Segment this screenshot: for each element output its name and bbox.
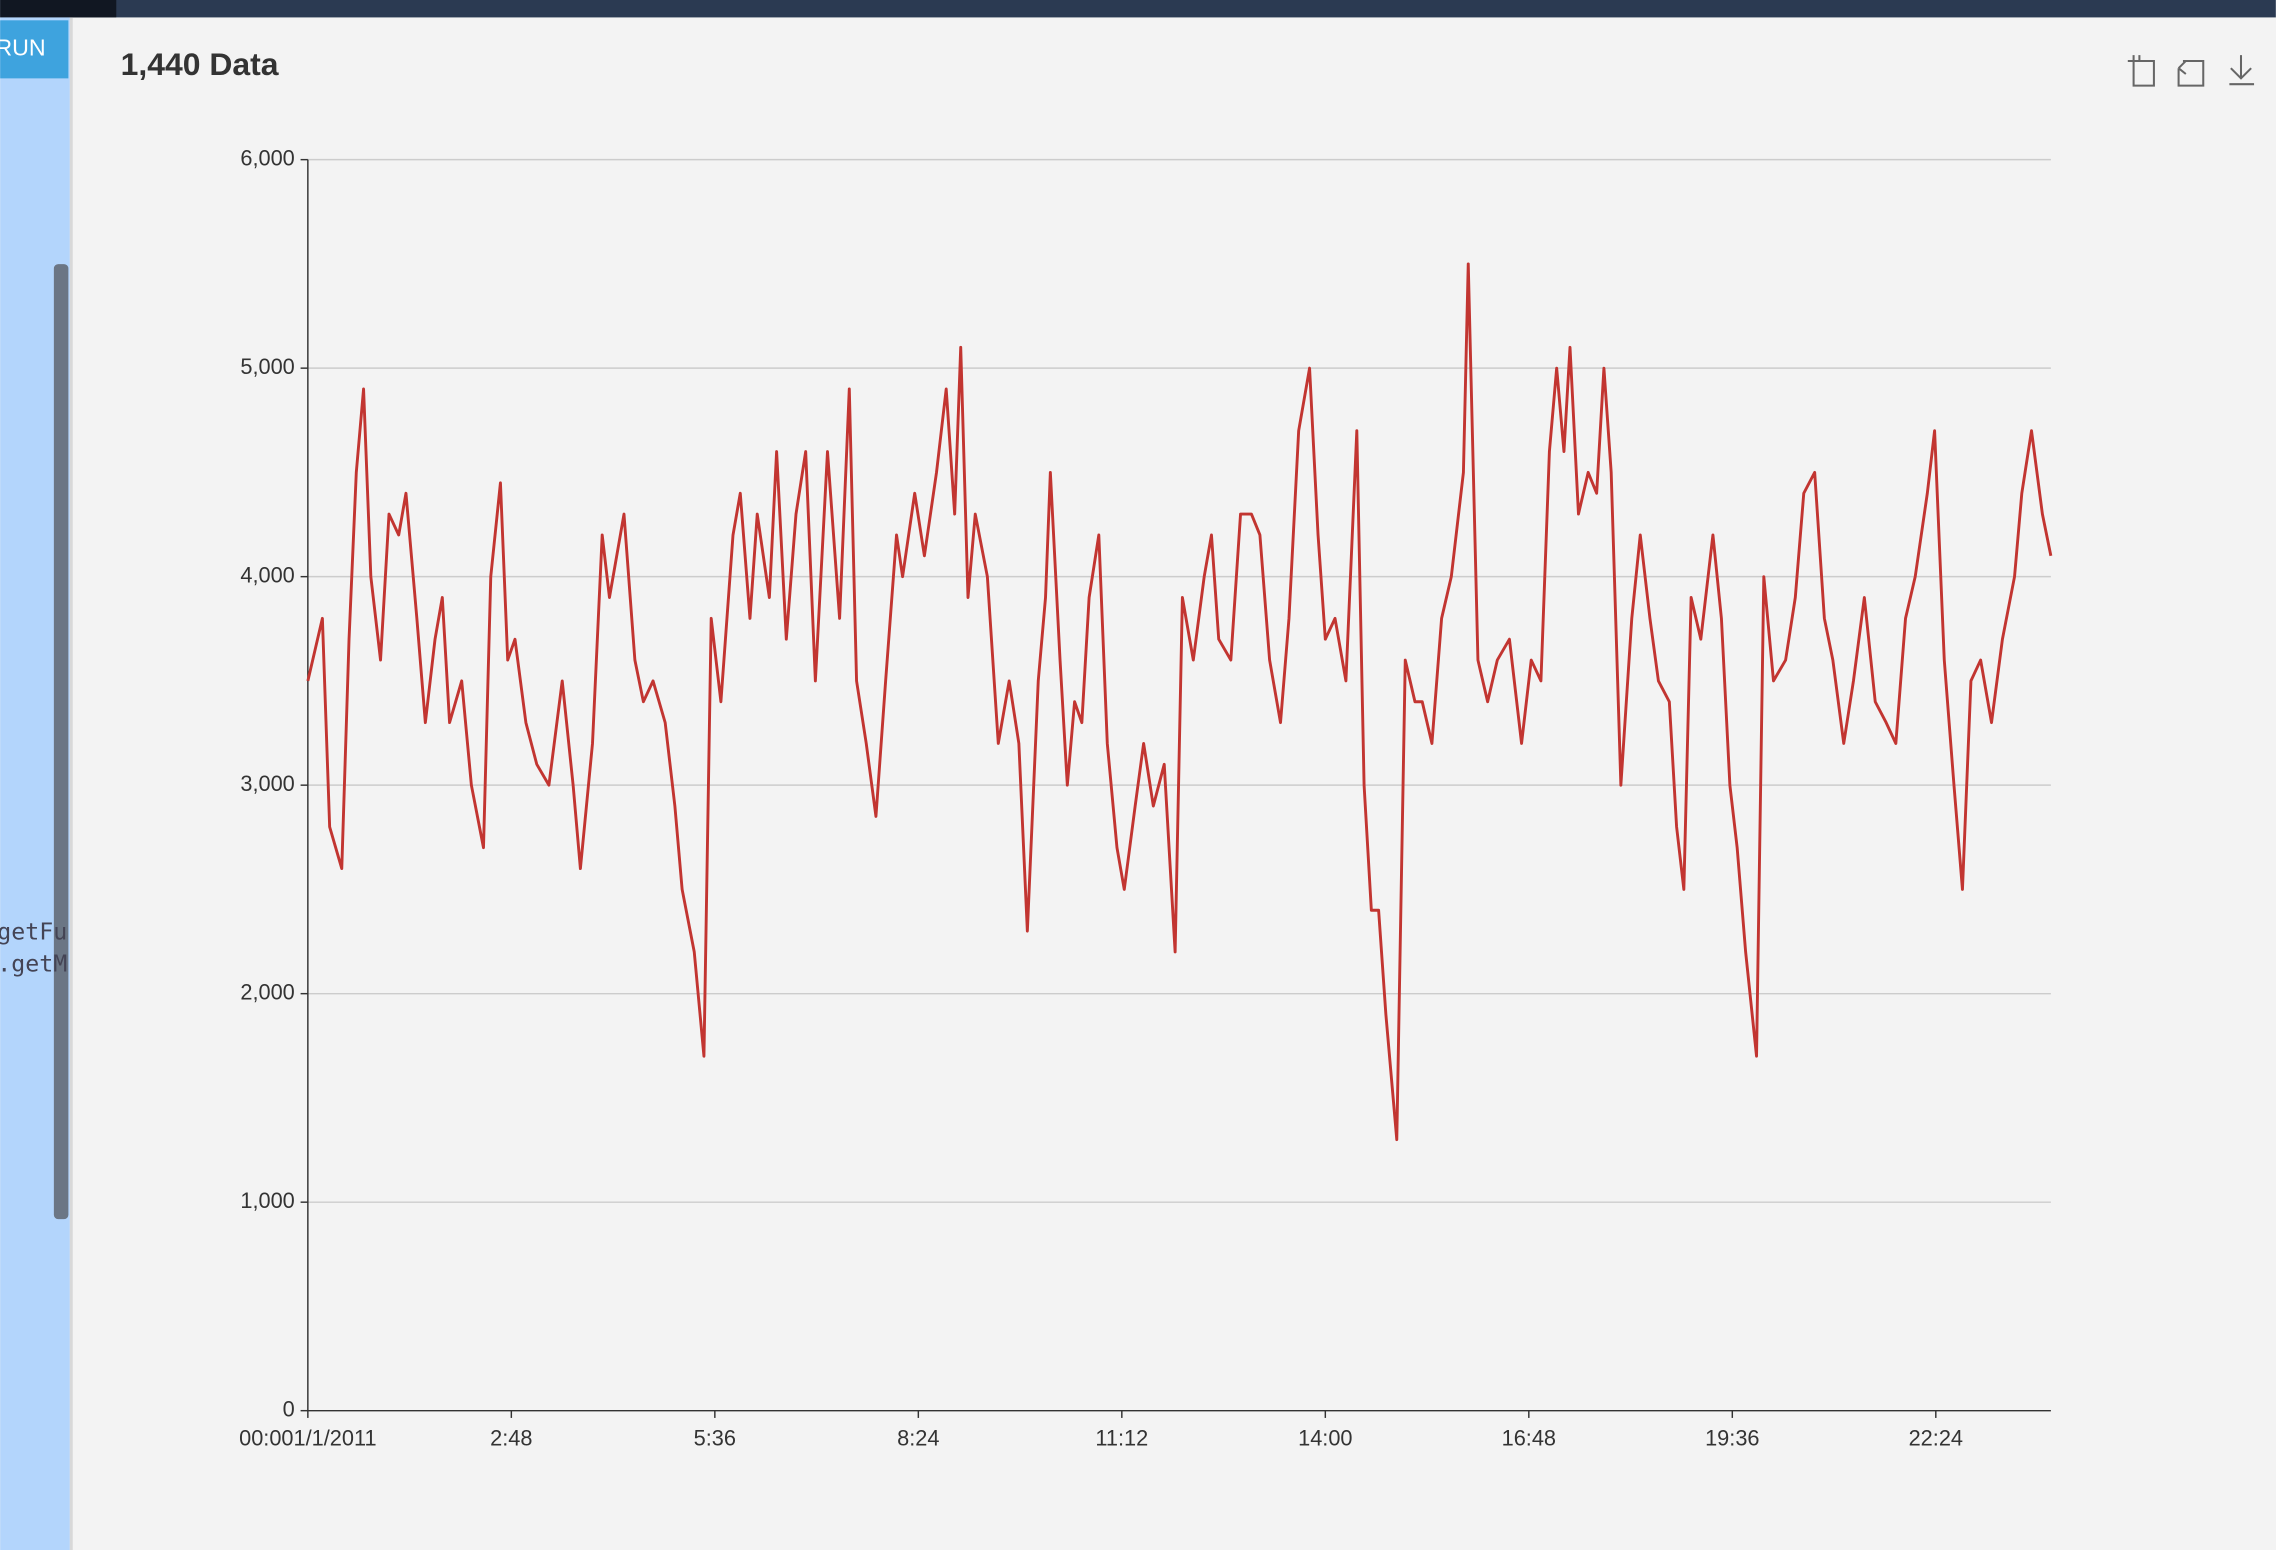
y-tick-label: 5,000 bbox=[240, 354, 294, 379]
y-tick-label: 0 bbox=[283, 1396, 295, 1421]
scrollbar[interactable] bbox=[53, 264, 69, 1220]
y-tick-label: 2,000 bbox=[240, 979, 294, 1004]
plot: 0 1,000 2,000 3,000 4,000 5,000 6,000 00:001/1/… bbox=[239, 145, 2053, 1450]
restore-icon[interactable] bbox=[2177, 59, 2205, 87]
x-tick-label: 8:24 bbox=[897, 1425, 939, 1450]
y-tick-label: 3,000 bbox=[240, 771, 294, 796]
y-tick-label: 6,000 bbox=[240, 145, 294, 170]
code-line: .getM bbox=[0, 951, 67, 978]
x-tick-label: 14:00 bbox=[1298, 1425, 1352, 1450]
x-tick-label: 22:24 bbox=[1909, 1425, 1963, 1450]
x-tick-label: 2:48 bbox=[490, 1425, 532, 1450]
chart-title: 1,440 Data bbox=[121, 46, 279, 82]
x-tick-label: 16:48 bbox=[1502, 1425, 1556, 1450]
code-line: getFu bbox=[0, 919, 67, 946]
run-button[interactable] bbox=[0, 20, 69, 79]
run-label[interactable]: RUN bbox=[0, 34, 46, 60]
top-bar-left bbox=[0, 0, 117, 18]
x-tick-label: 11:12 bbox=[1095, 1425, 1148, 1450]
top-bar bbox=[0, 0, 2276, 18]
line-series bbox=[306, 262, 2053, 1142]
panel-divider bbox=[69, 17, 73, 1550]
zoom-icon[interactable] bbox=[2127, 55, 2155, 87]
x-tick-label: 5:36 bbox=[694, 1425, 736, 1450]
download-icon[interactable] bbox=[2229, 55, 2255, 86]
x-tick-label: 00:001/1/2011 bbox=[239, 1425, 376, 1450]
x-tick-label: 19:36 bbox=[1705, 1425, 1759, 1450]
toolbox bbox=[2127, 55, 2255, 87]
y-tick-label: 1,000 bbox=[240, 1188, 294, 1213]
y-tick-label: 4,000 bbox=[240, 562, 294, 587]
